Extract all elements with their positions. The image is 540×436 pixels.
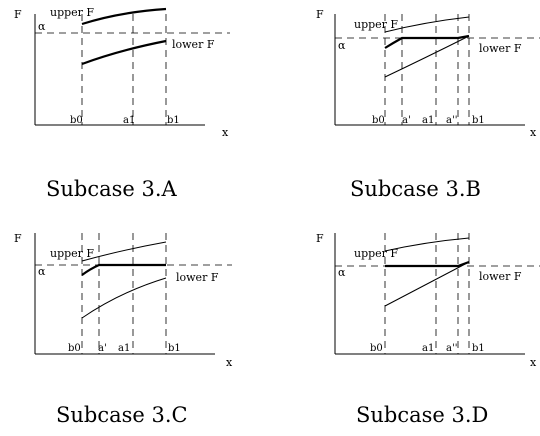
solution-path (81, 263, 166, 276)
tick-label: a1 (422, 343, 434, 354)
alpha-label: α (38, 265, 46, 278)
tick-label: a1 (422, 115, 434, 126)
y-axis-label: F (316, 232, 324, 245)
tick-label: a1 (123, 115, 135, 126)
upper-f-label: upper F (354, 247, 398, 260)
lower-f-curve (81, 277, 167, 319)
tick-label: a'' (446, 115, 457, 126)
lower-f-curve (384, 261, 470, 307)
tick-label: a' (402, 115, 411, 126)
caption: Subcase 3.A (46, 177, 178, 201)
alpha-label: α (38, 20, 46, 33)
tick-label: b0 (70, 115, 83, 126)
alpha-label: α (338, 39, 346, 52)
tick-label: b1 (472, 343, 485, 354)
upper-f-curve (384, 237, 470, 252)
upper-f-label: upper F (354, 18, 398, 31)
y-axis-label: F (14, 232, 22, 245)
y-axis-label: F (14, 8, 22, 21)
caption: Subcase 3.D (356, 403, 488, 427)
lower-f-curve (384, 35, 470, 78)
tick-label: a1 (118, 343, 130, 354)
panel-subcase-d: F x α upper F lower F b0 a1 a'' b1 Subca… (316, 232, 540, 427)
panel-subcase-b: F x α upper F lower F b0 a' a1 a'' b1 Su… (316, 8, 540, 201)
panel-subcase-a: F x α upper F lower F b0 a1 b1 Subcase 3… (14, 6, 230, 201)
tick-label: b0 (68, 343, 81, 354)
tick-label: b0 (370, 343, 383, 354)
upper-f-label: upper F (50, 247, 94, 260)
caption: Subcase 3.C (56, 403, 188, 427)
x-axis-label: x (222, 126, 229, 139)
tick-label: a' (98, 343, 107, 354)
x-axis-label: x (530, 356, 537, 369)
tick-label: b1 (168, 343, 181, 354)
upper-f-curve (81, 241, 167, 262)
upper-f-curve (81, 7, 167, 26)
upper-f-curve (384, 16, 470, 33)
x-axis-label: x (226, 356, 233, 369)
y-axis-label: F (316, 8, 324, 21)
solution-path (385, 260, 470, 268)
x-axis-label: x (530, 126, 537, 139)
panel-subcase-c: F x α upper F lower F b0 a' a1 b1 Subcas… (14, 232, 233, 427)
tick-label: a'' (446, 343, 457, 354)
tick-label: b1 (167, 115, 180, 126)
lower-f-label: lower F (479, 270, 522, 283)
tick-label: b0 (372, 115, 385, 126)
lower-f-label: lower F (479, 42, 522, 55)
caption: Subcase 3.B (350, 177, 481, 201)
tick-label: b1 (472, 115, 485, 126)
lower-f-label: lower F (176, 271, 219, 284)
upper-f-label: upper F (50, 6, 94, 19)
lower-f-label: lower F (172, 38, 215, 51)
alpha-label: α (338, 266, 346, 279)
solution-path (384, 34, 470, 49)
lower-f-curve (81, 39, 167, 66)
